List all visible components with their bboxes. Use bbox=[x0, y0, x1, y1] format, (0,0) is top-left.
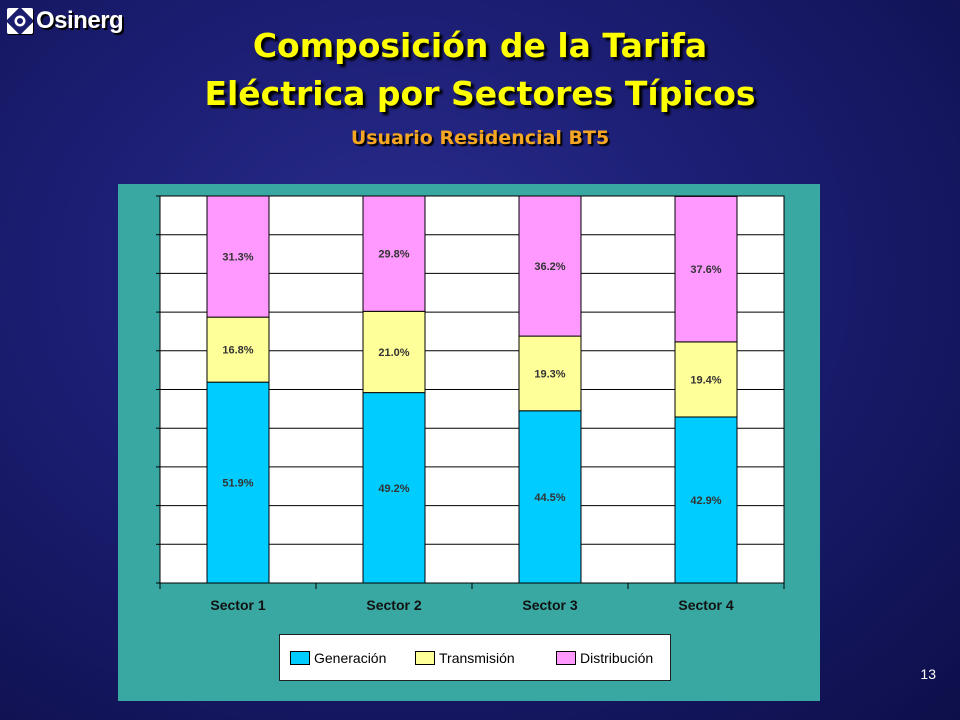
legend-item-distribucion: Distribución bbox=[556, 650, 653, 666]
bar-distribucion-sector-3 bbox=[518, 195, 582, 337]
x-axis-label: Sector 3 bbox=[522, 597, 577, 613]
bar-transmision-sector-1 bbox=[206, 316, 270, 383]
data-label: 29.8% bbox=[378, 249, 409, 261]
legend-label-transmision: Transmisión bbox=[439, 650, 515, 666]
data-label: 19.3% bbox=[534, 368, 565, 380]
legend-label-generacion: Generación bbox=[314, 650, 387, 666]
bar-generacion-sector-4 bbox=[674, 416, 738, 584]
bar-generacion-sector-2 bbox=[362, 392, 426, 584]
bar-transmision-sector-2 bbox=[362, 310, 426, 394]
stacked-bar-chart: 51.9% 16.8% 31.3% Sector 1 49.2% 21.0% 29.8% Se… bbox=[156, 195, 785, 613]
bar-distribucion-sector-4 bbox=[674, 195, 738, 343]
legend-label-distribucion: Distribución bbox=[580, 650, 654, 666]
osinerg-logo: Osinerg bbox=[7, 6, 124, 36]
data-label: 42.9% bbox=[690, 495, 721, 507]
legend-swatch-transmision bbox=[415, 651, 435, 665]
legend-item-generacion: Generación bbox=[290, 650, 386, 666]
data-label: 44.5% bbox=[534, 492, 565, 504]
x-axis-label: Sector 2 bbox=[366, 597, 421, 613]
slide-title-line1: Composición de la Tarifa bbox=[252, 26, 708, 65]
legend-swatch-generacion bbox=[290, 651, 310, 665]
data-label: 21.0% bbox=[378, 347, 409, 359]
page-number: 13 bbox=[920, 666, 936, 682]
logo-text: Osinerg bbox=[36, 7, 124, 34]
bar-distribucion-sector-2 bbox=[362, 195, 426, 312]
chart-legend: Generación Transmisión Distribución bbox=[279, 634, 671, 681]
chart-panel: 51.9% 16.8% 31.3% Sector 1 49.2% 21.0% 29.8% Se… bbox=[118, 184, 820, 701]
data-label: 31.3% bbox=[222, 252, 253, 264]
data-label: 19.4% bbox=[690, 374, 721, 386]
data-label: 51.9% bbox=[222, 478, 253, 490]
bar-generacion-sector-1 bbox=[206, 381, 270, 584]
bar-distribucion-sector-1 bbox=[206, 195, 270, 318]
data-label: 16.8% bbox=[222, 345, 253, 357]
data-label: 37.6% bbox=[690, 264, 721, 276]
x-axis-label: Sector 1 bbox=[210, 597, 265, 613]
data-label: 36.2% bbox=[534, 261, 565, 273]
slide-subtitle: Usuario Residencial BT5 bbox=[350, 127, 610, 149]
slide-title-line2: Eléctrica por Sectores Típicos bbox=[204, 74, 756, 113]
legend-item-transmision: Transmisión bbox=[415, 650, 515, 666]
x-axis-label: Sector 4 bbox=[678, 597, 733, 613]
legend-swatch-distribucion bbox=[556, 651, 576, 665]
osinerg-logo-icon bbox=[7, 8, 33, 34]
data-label: 49.2% bbox=[378, 483, 409, 495]
